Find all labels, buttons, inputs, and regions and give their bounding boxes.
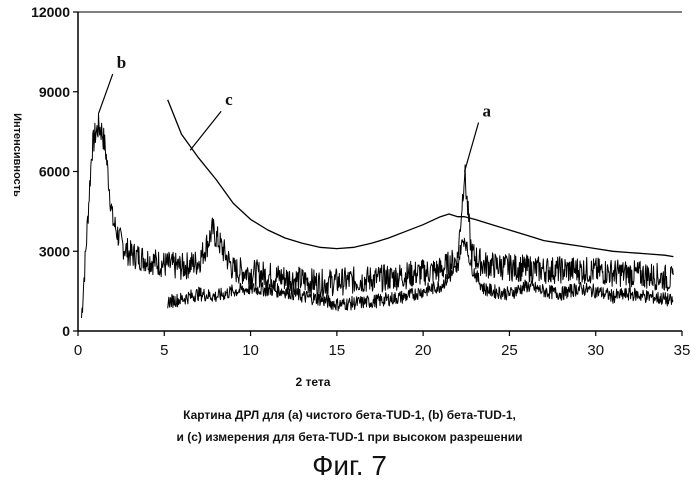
y-axis-label: Интенсивность (11, 113, 23, 197)
figure-label: Фиг. 7 (0, 450, 699, 482)
y-tick-label: 12000 (31, 4, 70, 20)
series-line-1 (82, 113, 674, 318)
x-tick-label: 15 (329, 342, 346, 359)
chart-annotations: a b c (99, 53, 492, 171)
annotation-leader (465, 123, 479, 172)
x-tick-label: 25 (501, 342, 518, 359)
annotation-leader (99, 74, 113, 113)
x-tick-label: 10 (242, 342, 259, 359)
x-tick-label: 20 (415, 342, 432, 359)
series-line-3 (168, 100, 674, 257)
chart-curves (82, 100, 674, 318)
x-tick-label: 5 (160, 342, 168, 359)
x-axis-label: 2 тета (296, 375, 331, 389)
annotation-label: c (225, 90, 233, 109)
xrd-chart: 0 5 10 15 20 25 30 35 0 3000 6000 9000 12000 a b c 2 т… (0, 0, 699, 405)
x-tick-label: 35 (674, 342, 691, 359)
y-tick-label: 9000 (39, 84, 70, 100)
y-tick-label: 3000 (39, 243, 70, 259)
caption-line-1: Картина ДРЛ для (a) чистого бета-TUD-1, … (0, 408, 699, 422)
caption-line-2: и (c) измерения для бета-TUD-1 при высок… (0, 430, 699, 444)
annotation-leader (190, 111, 221, 150)
x-tick-label: 30 (587, 342, 604, 359)
annotation-label: b (117, 53, 126, 72)
y-tick-label: 0 (62, 323, 70, 339)
x-tick-label: 0 (74, 342, 82, 359)
annotation-label: a (483, 102, 492, 121)
y-tick-label: 6000 (39, 164, 70, 180)
chart-axes: 0 5 10 15 20 25 30 35 0 3000 6000 9000 12000 (31, 4, 690, 359)
